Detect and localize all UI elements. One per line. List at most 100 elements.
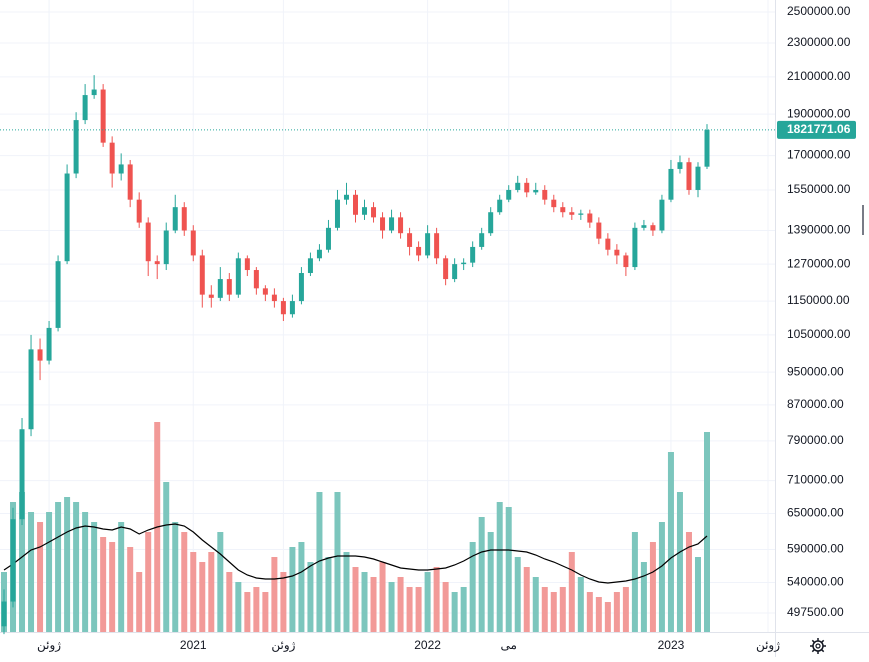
volume-bar [388, 582, 395, 632]
candle-body [425, 233, 431, 256]
candle-body [271, 294, 277, 302]
x-tick-label: 2023 [658, 638, 685, 652]
candle-body [479, 233, 485, 247]
volume-bar [460, 587, 467, 632]
x-tick-label: ژوئن [756, 638, 780, 652]
volume-bar [704, 432, 710, 632]
volume-bar [28, 512, 35, 632]
y-tick-label: 790000.00 [787, 433, 844, 447]
volume-bar [667, 452, 674, 632]
x-tick-label: ژوئن [271, 638, 295, 652]
gear-teeth [810, 638, 826, 654]
candle-body [461, 262, 467, 265]
volume-bar [613, 592, 620, 632]
volume-bar [46, 512, 53, 632]
candle-body [362, 207, 368, 215]
y-tick-label: 1550000.00 [787, 182, 851, 196]
candle-body [55, 261, 61, 328]
volume-bar [334, 492, 341, 632]
candle-body [551, 199, 557, 208]
candle-body [280, 301, 286, 315]
candle-body [398, 217, 404, 234]
candles-layer [1, 75, 710, 635]
volume-bar [370, 577, 377, 632]
candle-body [217, 279, 223, 298]
volume-bar [505, 507, 512, 632]
volume-bar [244, 592, 251, 632]
candle-body [325, 227, 331, 250]
volume-bar [424, 572, 431, 632]
volume-bar [406, 587, 413, 632]
candle-body [163, 230, 169, 265]
volume-bar [91, 522, 98, 632]
volume-bar [352, 567, 359, 632]
volume-bar [118, 522, 125, 632]
candle-body [190, 230, 196, 256]
volume-bar [37, 522, 44, 632]
volume-bar [55, 502, 62, 632]
candle-body [668, 168, 674, 200]
candle-body [316, 249, 322, 259]
candle-body [515, 182, 521, 190]
y-tick-label: 2500000.00 [787, 4, 851, 18]
candle-body [172, 207, 178, 231]
volume-bar [649, 542, 656, 632]
volume-bar [541, 587, 548, 632]
volume-bar [271, 557, 278, 632]
y-tick-label: 590000.00 [787, 542, 844, 556]
candle-body [380, 217, 386, 231]
last-price-label: 1821771.06 [787, 122, 851, 136]
volume-bar [568, 552, 575, 632]
volume-bar [415, 587, 422, 632]
volume-bar [694, 557, 701, 632]
y-tick-label: 2100000.00 [787, 69, 851, 83]
candle-body [578, 213, 584, 215]
volume-bar [523, 567, 530, 632]
volume-bar [190, 552, 197, 632]
candle-body [343, 194, 349, 200]
candle-body [506, 189, 512, 200]
volume-bar [496, 502, 503, 632]
candle-body [64, 173, 70, 262]
volume-bar [433, 567, 440, 632]
candle-body [569, 212, 575, 215]
candle-body [10, 519, 16, 602]
candle-body [28, 349, 34, 430]
volume-bar [532, 577, 539, 632]
candle-body [226, 279, 232, 295]
volume-bar [442, 582, 449, 632]
candle-body [109, 142, 115, 174]
volume-bar [73, 502, 80, 632]
candle-body [605, 238, 611, 250]
candle-body [524, 182, 530, 193]
candle-body [199, 255, 205, 295]
volume-bar [163, 482, 170, 632]
volume-bar [631, 532, 638, 632]
candle-body [235, 258, 241, 295]
volume-bar [478, 517, 485, 632]
y-tick-label: 650000.00 [787, 506, 844, 520]
volume-bar [361, 572, 368, 632]
volume-bar [82, 512, 89, 632]
volume-bar [451, 592, 458, 632]
candle-body [208, 294, 214, 298]
candle-body [298, 273, 304, 302]
candle-body [154, 261, 160, 265]
candle-body [19, 429, 25, 520]
volume-bar [604, 602, 611, 632]
y-tick-label: 1700000.00 [787, 148, 851, 162]
volume-bar [343, 552, 350, 632]
candle-body [100, 89, 106, 143]
volume-bar [658, 522, 665, 632]
y-tick-label: 870000.00 [787, 397, 844, 411]
volume-bar [550, 592, 557, 632]
volume-bar [325, 557, 332, 632]
volume-bar [316, 492, 323, 632]
volume-bar [487, 532, 494, 632]
settings-button[interactable] [810, 638, 826, 654]
candle-body [686, 162, 692, 190]
volume-bar [262, 592, 269, 632]
candle-body [289, 301, 295, 315]
candle-body [46, 327, 52, 361]
